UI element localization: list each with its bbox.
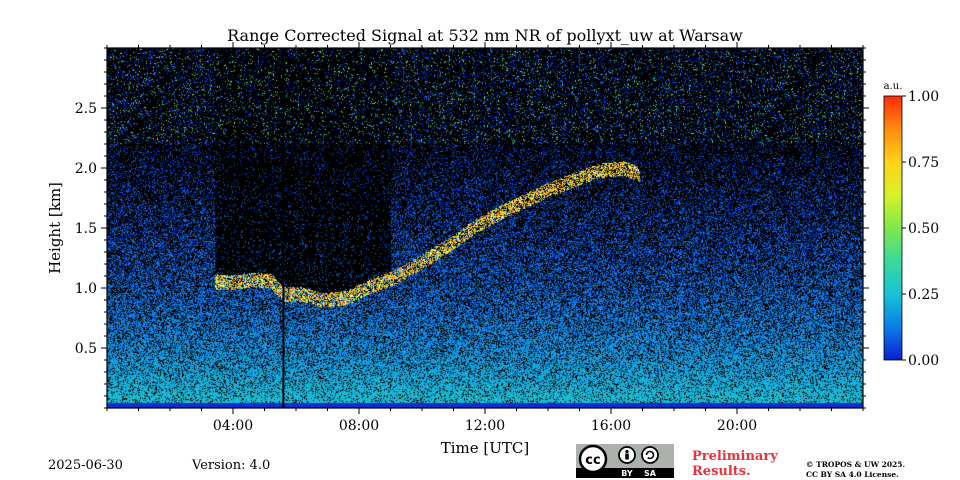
- preliminary-line-1: Preliminary: [692, 449, 778, 464]
- by-icon-head: [625, 449, 629, 454]
- preliminary-line-2: Results.: [692, 464, 751, 479]
- y-axis: 0.5 1.0 1.5 2.0 2.5: [75, 47, 869, 409]
- sa-icon-arrow: [645, 450, 655, 460]
- heatmap-canvas: [107, 48, 863, 408]
- cc-icon: [578, 444, 608, 474]
- colorbar-tick-label: 0.25: [908, 287, 939, 303]
- colorbar-tick-label: 0.00: [908, 353, 939, 369]
- sa-sharealike-icon: [641, 446, 659, 464]
- colorbar-tick-label: 1.00: [908, 89, 939, 105]
- preliminary-results-note: Preliminary Results.: [692, 449, 778, 479]
- by-icon-body: [625, 453, 629, 460]
- colorbar-unit-label: a.u.: [884, 81, 903, 92]
- colorbar: [883, 95, 903, 361]
- sa-label: SA: [644, 469, 657, 478]
- x-tick-label: 20:00: [717, 418, 757, 434]
- cc-icon-text: cc: [585, 453, 600, 468]
- x-tick-label: 04:00: [213, 418, 253, 434]
- colorbar-tick-label: 0.50: [908, 221, 939, 237]
- license-badge-strip: [576, 468, 674, 478]
- copyright-note: © TROPOS & UW 2025. CC BY SA 4.0 License…: [806, 460, 905, 480]
- y-axis-label: Height [km]: [46, 182, 64, 274]
- colorbar-tick-label: 0.75: [908, 155, 939, 171]
- x-axis-label: Time [UTC]: [441, 439, 530, 457]
- x-tick-label: 16:00: [591, 418, 631, 434]
- colorbar-axis: 0.00 0.25 0.50 0.75 1.00: [902, 89, 939, 369]
- y-tick-label: 0.5: [75, 341, 97, 357]
- date-label: 2025-06-30: [48, 458, 123, 473]
- y-tick-label: 1.0: [75, 281, 97, 297]
- y-tick-label: 2.0: [75, 161, 97, 177]
- chart-title: Range Corrected Signal at 532 nm NR of p…: [227, 26, 743, 45]
- y-tick-label: 2.5: [75, 101, 97, 117]
- cc-by-sa-license-badge: cc BY SA: [576, 444, 674, 478]
- by-label: BY: [621, 469, 633, 478]
- y-tick-label: 1.5: [75, 221, 97, 237]
- x-tick-label: 08:00: [339, 418, 379, 434]
- x-tick-label: 12:00: [465, 418, 505, 434]
- copyright-line-1: © TROPOS & UW 2025.: [806, 460, 906, 469]
- copyright-line-2: CC BY SA 4.0 License.: [806, 470, 899, 479]
- version-label: Version: 4.0: [192, 458, 271, 473]
- x-axis: 04:00 08:00 12:00 16:00 20:00: [106, 42, 864, 434]
